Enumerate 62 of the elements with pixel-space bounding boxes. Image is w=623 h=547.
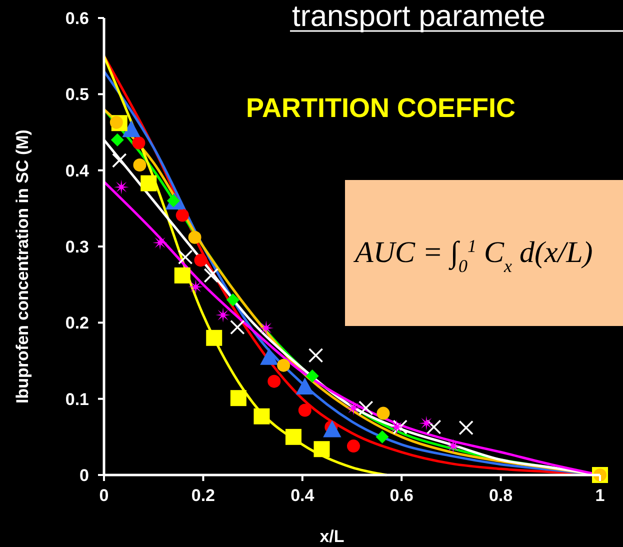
point: [260, 348, 278, 365]
point: [446, 438, 461, 454]
x-tick-label: 1: [595, 486, 605, 505]
point: [230, 320, 245, 335]
point: [376, 406, 390, 420]
x-tick-label: 0.2: [191, 486, 216, 505]
point: [176, 208, 189, 222]
point: [174, 267, 190, 284]
point: [268, 374, 281, 388]
y-tick-label: 0.5: [65, 85, 89, 104]
y-tick-label: 0.2: [65, 314, 89, 333]
point: [389, 420, 404, 434]
point: [178, 250, 193, 265]
point: [277, 358, 290, 372]
point: [376, 430, 389, 444]
point: [133, 158, 146, 172]
annotation: AUC = ∫$_{0}$$^{1}$ C$_{x}$ d(x/L): [353, 236, 593, 276]
point: [112, 153, 127, 168]
point: [458, 420, 474, 436]
y-tick-label: 0.6: [65, 9, 89, 28]
y-tick-label: 0: [80, 466, 89, 485]
point: [188, 279, 204, 294]
point: [258, 320, 274, 336]
point: [216, 308, 231, 323]
point: [392, 420, 408, 434]
annotation: transport paramete: [292, 0, 546, 33]
point: [346, 400, 361, 416]
point: [314, 441, 330, 458]
x-tick-label: 0.4: [290, 486, 315, 505]
point: [204, 268, 219, 283]
x-tick-label: 0.8: [488, 486, 513, 505]
x-tick-label: 0: [99, 486, 109, 505]
point: [426, 420, 442, 434]
point: [110, 133, 124, 146]
point: [358, 400, 374, 416]
point: [110, 116, 123, 129]
point: [230, 390, 246, 406]
point: [194, 254, 208, 267]
point: [306, 369, 319, 382]
point: [188, 230, 202, 244]
point: [296, 378, 314, 395]
point: [226, 293, 240, 306]
point: [254, 408, 270, 424]
point: [140, 175, 157, 192]
y-axis-title: Ibuprofen concentration in SC (M): [13, 130, 32, 404]
point: [152, 235, 168, 250]
point: [308, 348, 324, 363]
y-tick-label: 0.1: [65, 390, 89, 409]
x-axis-title: x/L: [320, 527, 344, 546]
point: [418, 416, 434, 431]
point: [323, 420, 342, 438]
point: [346, 440, 360, 453]
point: [132, 136, 146, 150]
annotation: PARTITION COEFFIC: [246, 93, 516, 123]
point: [206, 330, 222, 346]
y-tick-label: 0.3: [65, 238, 89, 256]
point: [122, 120, 140, 138]
y-tick-label: 0.4: [65, 161, 90, 180]
x-tick-label: 0.6: [390, 486, 414, 505]
point: [298, 404, 312, 417]
point: [285, 428, 302, 445]
point: [114, 180, 129, 195]
